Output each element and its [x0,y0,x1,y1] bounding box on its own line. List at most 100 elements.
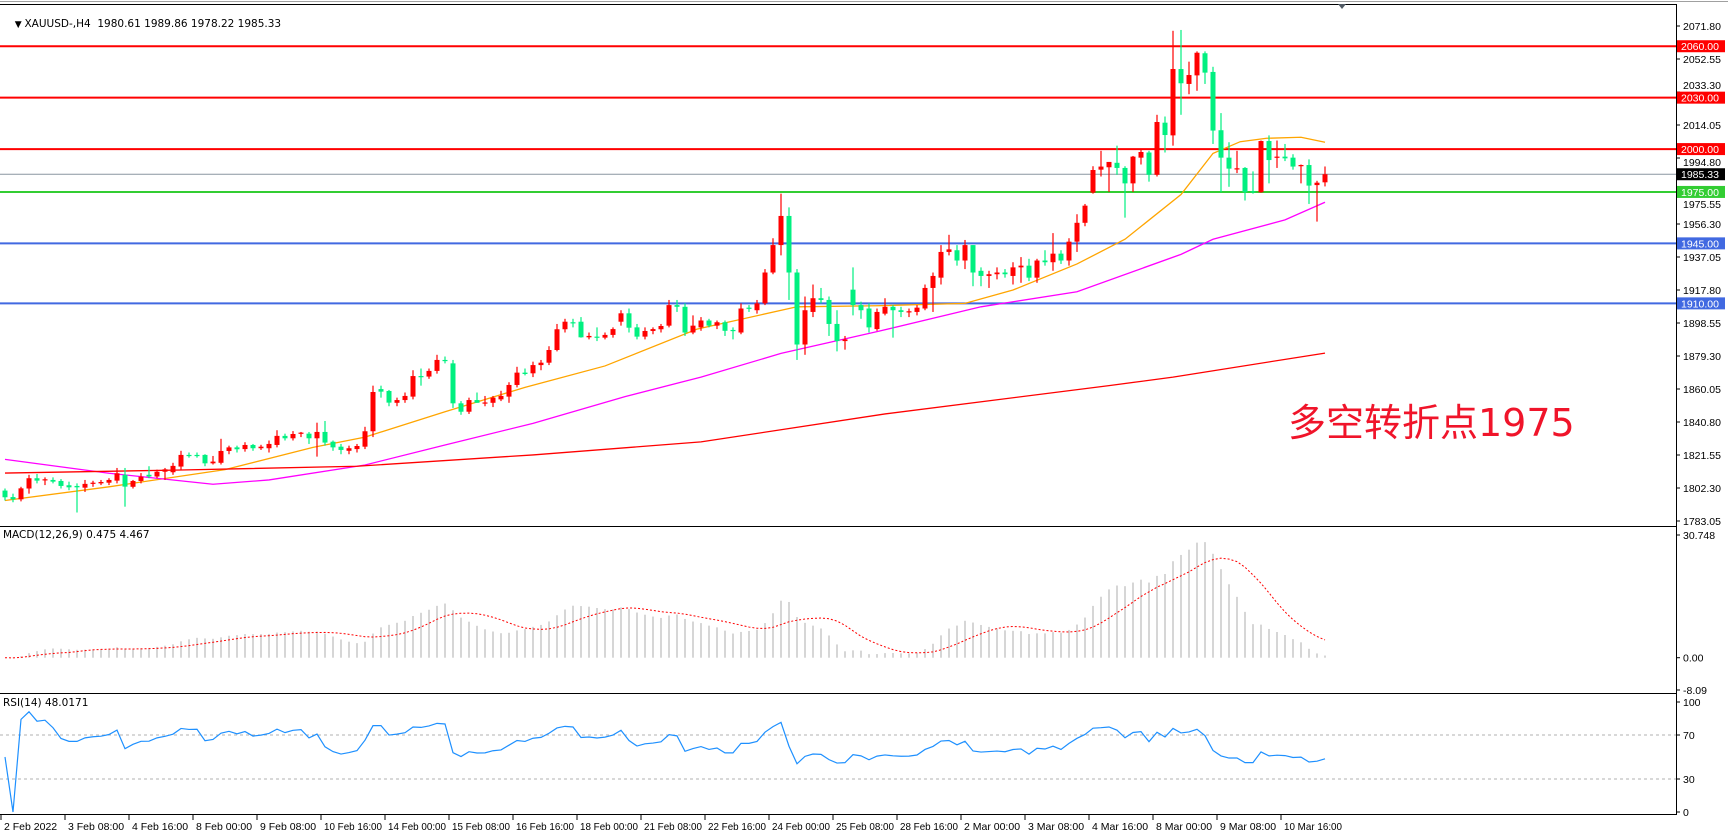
candle-bull [610,329,616,335]
price-tick-label: 1879.30 [1683,351,1721,363]
price-tick-label: 1860.05 [1683,384,1721,396]
ohlc-close: 1985.33 [237,18,282,30]
candle-bull [114,473,120,481]
candle-bear [954,250,960,261]
candle-bull [18,488,24,500]
macd-signal-line [4,557,1326,659]
macd-axis: 30.748 0.00 -8.09 [1676,530,1715,697]
moving-average-line [4,352,1326,474]
candle-bear [58,480,64,486]
price-tick-label: 1917.80 [1683,285,1721,297]
rsi-tick-label: 100 [1683,697,1701,709]
candle-bear [794,272,800,345]
candle-bear [594,336,600,338]
candle-bear [1226,157,1232,169]
ohlc-low: 1978.22 [190,18,235,30]
candle-bear [66,485,72,488]
price-level-tags: 2060.00 2030.00 2000.00 1985.33 1975.00 1945.… [1677,40,1725,310]
candle-bear [834,323,840,342]
time-tick-label: 2 Feb 2022 [4,821,57,833]
candle-bull [882,306,888,314]
candle-bull [1018,265,1024,268]
candle-bull [546,350,552,363]
candle-bear [1290,157,1296,167]
candle-bear [730,329,736,332]
candle-bull [1010,267,1016,276]
candle-bear [1250,191,1256,193]
price-tick-label: 1994.80 [1683,157,1721,169]
candle-bear [450,363,456,404]
time-tick-label: 9 Mar 08:00 [1220,821,1276,833]
rsi-tick-label: 0 [1683,807,1689,819]
time-tick-label: 4 Feb 16:00 [132,821,188,833]
candle-bear [1202,53,1208,73]
candle-bear [418,376,424,378]
time-tick-label: 10 Mar 16:00 [1284,821,1342,833]
chart-title: ▼ XAUUSD-,H4 1980.61 1989.86 1978.22 198… [8,6,281,30]
candle-bull [538,362,544,366]
rsi-title: RSI(14) 48.0171 [3,697,89,709]
price-level-tag-label: 1945.00 [1681,238,1719,250]
price-tick-label: 1975.55 [1683,199,1721,211]
candle-bull [1098,166,1104,170]
candle-bear [1042,260,1048,263]
collapse-triangle-icon[interactable]: ▼ [14,20,25,30]
price-level-tag-label: 2060.00 [1681,41,1719,53]
price-level-tag [1677,185,1725,198]
candle-bear [378,389,384,392]
candle-bull [738,308,744,333]
candle-bear [818,298,824,300]
candle-bull [1170,69,1176,136]
candle-bear [386,390,392,403]
candle-bear [194,454,200,457]
rsi-panel [0,710,1676,813]
candle-bear [306,433,312,439]
candle-bull [514,372,520,385]
candle-bull [506,384,512,397]
candle-bull [930,275,936,288]
candle-bull [698,320,704,328]
candle-bear [10,497,16,500]
candle-bull [994,272,1000,275]
annotation-text[interactable]: 多空转折点1975 [1288,401,1575,445]
candle-bear [522,372,528,374]
candle-bull [530,365,536,374]
candle-bear [826,299,832,324]
candle-bull [242,444,248,450]
time-tick-label: 3 Mar 08:00 [1028,821,1084,833]
candle-bear [1002,272,1008,275]
candle-bull [1138,152,1144,158]
candle-bear [146,474,152,477]
candle-bull [482,402,488,404]
candle-bull [314,431,320,439]
candle-bull [490,397,496,403]
symbol-timeframe: XAUUSD-,H4 [24,18,91,30]
candle-bull [290,434,296,439]
candle-bear [850,289,856,306]
candle-bull [498,395,504,400]
chart-shift-marker-icon[interactable] [1338,4,1346,9]
candle-bear [1218,130,1224,158]
candle-bull [394,400,400,403]
candle-bull [226,447,232,451]
candle-bear [1242,167,1248,193]
price-axis: 2071.80 2052.55 2033.30 2014.05 1994.80 1975.… [1676,21,1721,528]
price-level-tag [1677,237,1725,250]
candle-bull [218,450,224,463]
price-tick-label: 2033.30 [1683,80,1721,92]
candle-bull [874,311,880,330]
candle-bull [962,245,968,261]
time-tick-label: 22 Feb 16:00 [708,821,766,833]
time-tick-label: 8 Feb 00:00 [196,821,252,833]
candle-bull [658,326,664,330]
candle-bear [458,403,464,412]
price-tick-label: 2014.05 [1683,120,1721,132]
candle-bear [682,306,688,333]
candle-bear [1266,141,1272,161]
candle-bear [890,306,896,311]
price-tick-label: 1783.05 [1683,516,1721,528]
candle-bull [922,287,928,309]
candle-bear [898,310,904,312]
candle-bear [570,322,576,324]
